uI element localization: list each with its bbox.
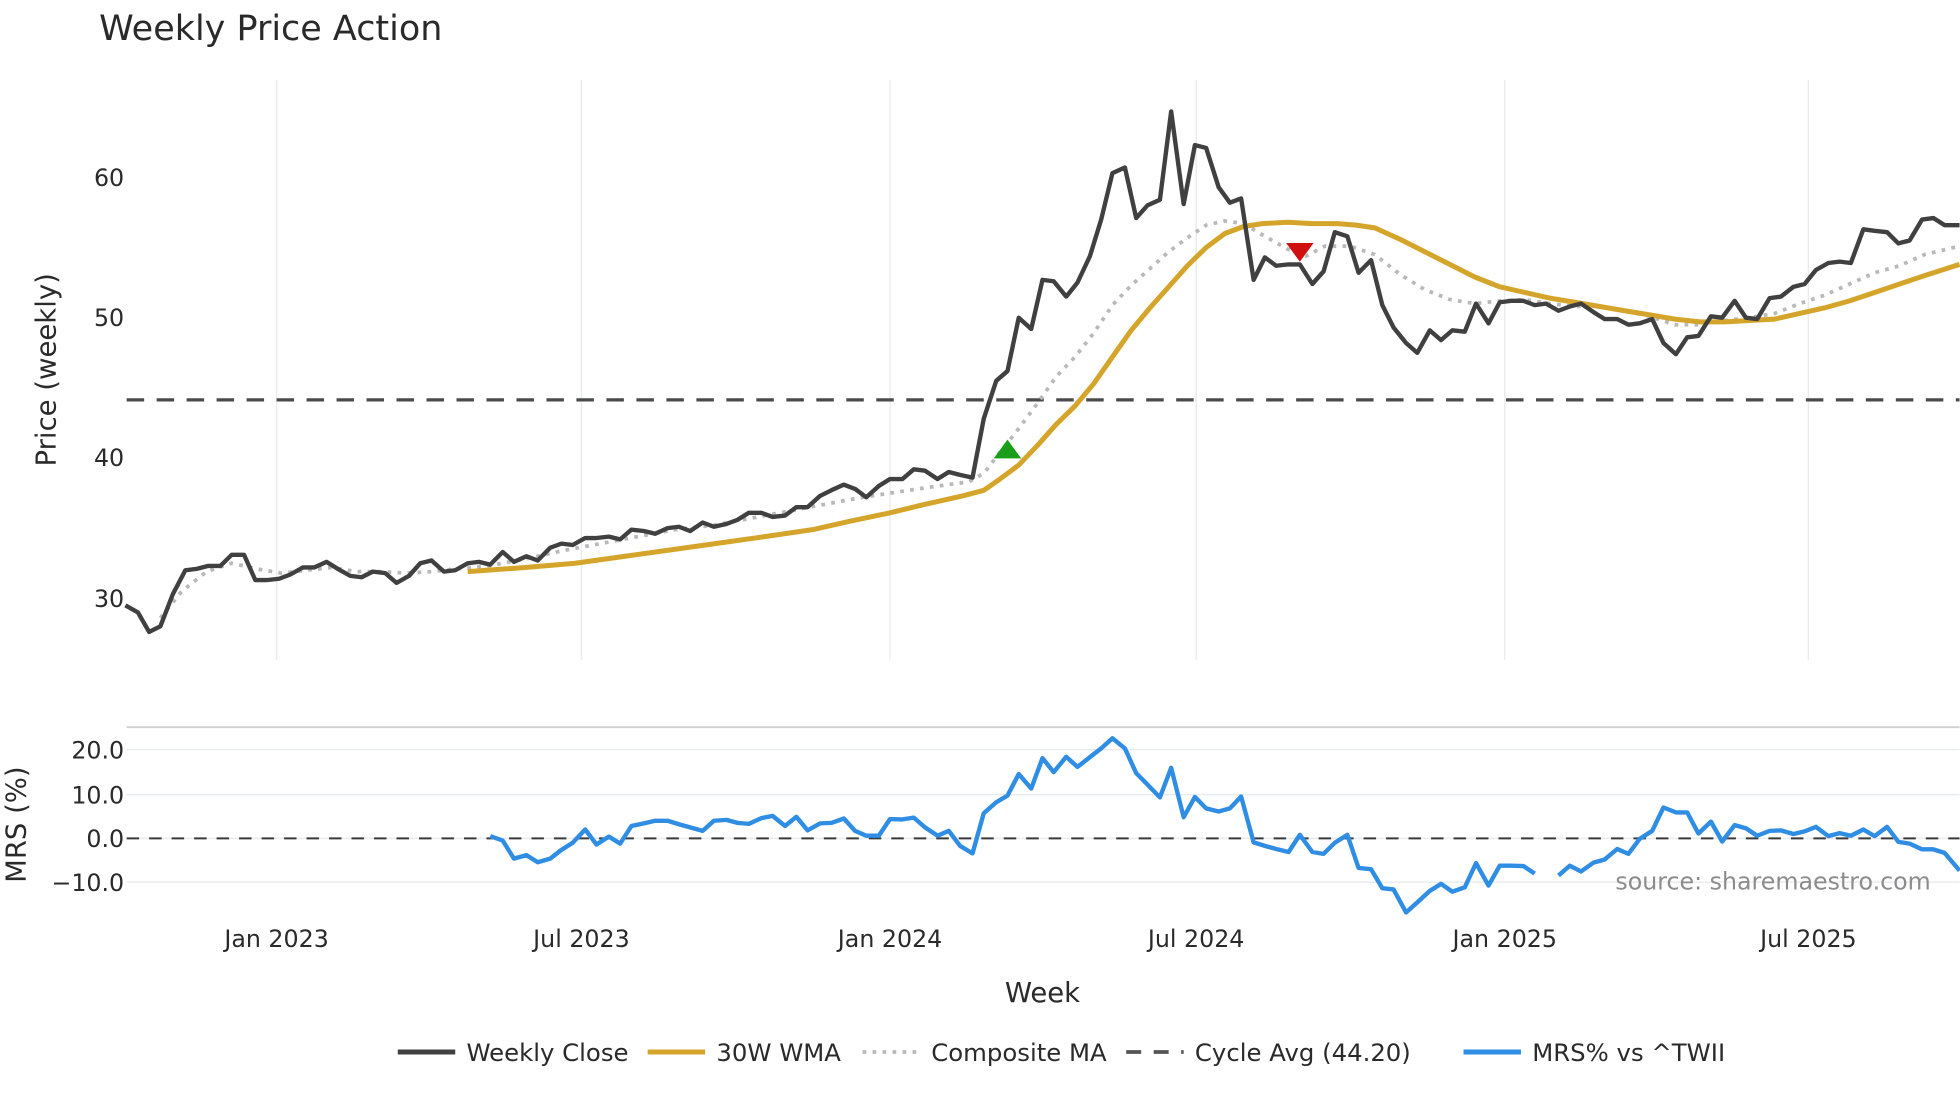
- mrs-axis-label: MRS (%): [0, 766, 32, 883]
- legend-item-mrs[interactable]: MRS% vs ^TWII: [1463, 1038, 1726, 1067]
- price-tick-60: 60: [94, 164, 124, 192]
- price-axis-label: Price (weekly): [30, 273, 62, 466]
- legend-label-composite-ma: Composite MA: [931, 1038, 1107, 1067]
- legend-item-cycle-avg[interactable]: Cycle Avg (44.20): [1126, 1038, 1411, 1067]
- mrs-tick-10: 10.0: [71, 781, 124, 809]
- price-tick-50: 50: [94, 304, 124, 332]
- price-gridlines: [275, 79, 1810, 660]
- sell-signal-triangle-icon: [1286, 243, 1314, 262]
- x-tick-jan-2023: Jan 2023: [222, 925, 328, 953]
- price-panel: 60 50 40 30 Price (weekly): [30, 79, 1960, 660]
- mrs-line-segment: [489, 736, 1536, 915]
- mrs-panel: 20.0 10.0 0.0 −10.0 MRS (%) source: shar…: [0, 726, 1960, 915]
- mrs-line: [489, 736, 1960, 915]
- mrs-line-segment: [1557, 805, 1960, 878]
- weekly-close-line: [124, 109, 1960, 635]
- price-tick-30: 30: [94, 585, 124, 613]
- mrs-tick-0: 0.0: [86, 825, 124, 853]
- legend: Weekly Close 30W WMA Composite MA Cycle …: [397, 1038, 1726, 1067]
- x-tick-jul-2023: Jul 2023: [531, 925, 630, 953]
- buy-signal-triangle-icon: [993, 439, 1022, 459]
- legend-label-weekly-close: Weekly Close: [466, 1038, 628, 1067]
- x-axis-label: Week: [1005, 977, 1080, 1009]
- price-tick-40: 40: [94, 444, 124, 472]
- legend-item-composite-ma[interactable]: Composite MA: [862, 1038, 1107, 1067]
- legend-item-30w-wma[interactable]: 30W WMA: [647, 1038, 842, 1067]
- x-axis: Jan 2023 Jul 2023 Jan 2024 Jul 2024 Jan …: [222, 925, 1856, 1009]
- legend-label-mrs: MRS% vs ^TWII: [1532, 1038, 1725, 1067]
- mrs-tick-20: 20.0: [71, 736, 124, 764]
- wma-30w-line: [467, 219, 1960, 575]
- mrs-tick-neg10: −10.0: [51, 869, 124, 897]
- x-tick-jul-2025: Jul 2025: [1758, 925, 1857, 953]
- legend-item-weekly-close[interactable]: Weekly Close: [397, 1038, 629, 1067]
- legend-label-cycle-avg: Cycle Avg (44.20): [1195, 1038, 1411, 1067]
- x-tick-jul-2024: Jul 2024: [1146, 925, 1245, 953]
- source-annotation: source: sharemaestro.com: [1615, 868, 1930, 896]
- x-tick-jan-2024: Jan 2024: [836, 925, 942, 953]
- x-tick-jan-2025: Jan 2025: [1451, 925, 1557, 953]
- legend-label-30w-wma: 30W WMA: [716, 1038, 841, 1067]
- chart-title: Weekly Price Action: [99, 9, 442, 49]
